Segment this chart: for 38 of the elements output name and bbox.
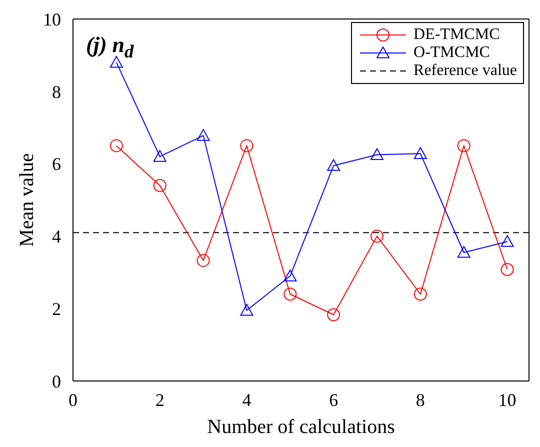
- y-axis-title: Mean value: [16, 152, 38, 247]
- point: [457, 139, 470, 152]
- panel-label: (j) n$_{d}$: [86, 32, 134, 62]
- point: [240, 139, 254, 152]
- legend-label: Reference value: [414, 62, 517, 80]
- x-tick-label: 6: [329, 390, 338, 410]
- point: [457, 246, 470, 258]
- y-tick-label: 2: [52, 298, 61, 319]
- y-tick-label: 8: [52, 82, 61, 102]
- point: [327, 308, 340, 322]
- y-tick-label: 6: [52, 154, 61, 174]
- legend-label: O-TMCMC: [414, 44, 490, 62]
- point: [414, 288, 427, 301]
- point: [284, 288, 297, 301]
- x-tick-label: 10: [498, 390, 516, 410]
- point: [284, 270, 297, 282]
- x-tick-label: 4: [242, 390, 252, 410]
- x-axis-title: Number of calculations: [207, 416, 396, 438]
- point: [370, 230, 384, 243]
- point: [153, 179, 166, 192]
- point: [153, 150, 166, 162]
- point: [414, 147, 427, 159]
- point: [327, 159, 340, 171]
- y-tick-label: 4: [52, 226, 61, 247]
- point: [500, 263, 514, 276]
- point: [500, 235, 514, 247]
- x-tick-label: 2: [155, 390, 164, 410]
- x-tick-label: 8: [416, 390, 425, 410]
- legend-label: DE-TMCMC: [414, 26, 500, 44]
- point: [196, 129, 210, 141]
- point: [196, 254, 210, 267]
- point: [240, 304, 254, 316]
- y-tick-label: 0: [52, 371, 61, 392]
- y-tick-label: 10: [43, 9, 61, 30]
- point: [110, 139, 123, 152]
- point: [110, 56, 123, 68]
- point: [370, 148, 384, 160]
- x-tick-label: 0: [68, 390, 78, 410]
